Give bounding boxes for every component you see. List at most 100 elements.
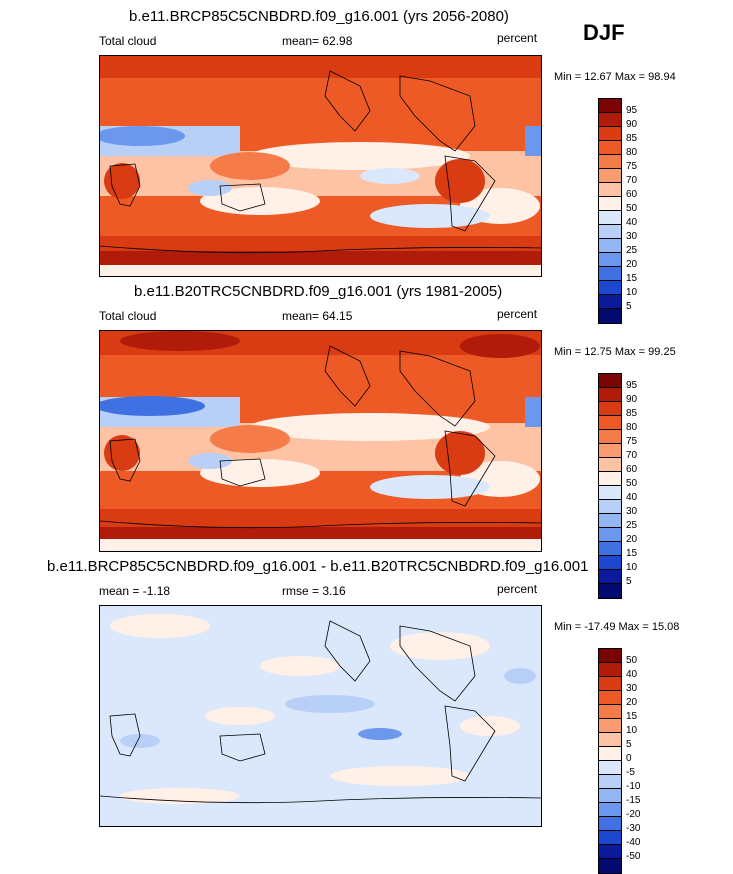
panel3-colorbar-box [599,803,621,817]
panel3-colorbar-box [599,677,621,691]
colorbar-tick-label: 25 [626,520,638,531]
panel3-colorbar-box [599,789,621,803]
panel3-title: b.e11.BRCP85C5CNBDRD.f09_g16.001 - b.e11… [47,558,589,575]
colorbar-tick-label: 90 [626,394,638,405]
colorbar-tick-label: 10 [626,562,638,573]
colorbar-tick-label: 30 [626,683,638,694]
panel2-colorbar-box [599,542,621,556]
colorbar-tick-label: 85 [626,133,638,144]
colorbar-tick-label: 70 [626,175,638,186]
panel2-variable-label: Total cloud [99,309,157,323]
panel3-rmse-label: rmse = 3.16 [282,584,346,598]
panel2-colorbar-box [599,556,621,570]
panel1-colorbar-box [599,127,621,141]
panel1-colorbar-box [599,113,621,127]
colorbar-tick-label: 25 [626,245,638,256]
colorbar-tick-label: 95 [626,380,638,391]
colorbar-tick-label: -40 [626,837,641,848]
panel1-colorbar-box [599,225,621,239]
colorbar-tick-label: 75 [626,161,638,172]
panel2-mean-label: mean= 64.15 [282,309,353,323]
colorbar-tick-label: 20 [626,259,638,270]
panel3-colorbar-box [599,705,621,719]
panel2-colorbar-box [599,416,621,430]
colorbar-tick-label: 75 [626,436,638,447]
panel3-units-label: percent [497,582,538,596]
colorbar-tick-label: 20 [626,697,638,708]
colorbar-tick-label: 60 [626,189,638,200]
panel1-colorbar-box [599,169,621,183]
colorbar-tick-label: 80 [626,422,638,433]
panel1-colorbar-box [599,309,621,323]
panel1-colorbar-box [599,281,621,295]
colorbar-tick-label: -10 [626,781,641,792]
colorbar-tick-label: 60 [626,464,638,475]
panel2-colorbar-box [599,570,621,584]
panel1-colorbar-box [599,155,621,169]
panel3-minmax: Min = -17.49 Max = 15.08 [554,621,680,633]
panel1-colorbar-box [599,197,621,211]
colorbar-tick-label: 40 [626,217,638,228]
panel2-colorbar-box [599,514,621,528]
panel2-colorbar-box [599,444,621,458]
colorbar-tick-label: 10 [626,725,638,736]
panel3-colorbar-box [599,845,621,859]
colorbar-tick-label: 15 [626,273,638,284]
panel3-colorbar-box [599,831,621,845]
panel1-colorbar-box [599,295,621,309]
colorbar-tick-label: -20 [626,809,641,820]
colorbar-tick-label: -5 [626,767,635,778]
panel2-map [99,330,542,552]
colorbar-tick-label: 85 [626,408,638,419]
colorbar-tick-label: 70 [626,450,638,461]
panel2-colorbar-box [599,430,621,444]
colorbar-tick-label: 80 [626,147,638,158]
season-label: DJF [583,20,625,45]
colorbar-tick-label: 0 [626,753,632,764]
colorbar-tick-label: 50 [626,203,638,214]
colorbar-tick-label: 40 [626,492,638,503]
panel1-colorbar-box [599,183,621,197]
colorbar-tick-label: -50 [626,851,641,862]
panel3-colorbar-box [599,859,621,873]
colorbar-tick-label: 5 [626,301,632,312]
colorbar-tick-label: 90 [626,119,638,130]
panel2-colorbar-box [599,374,621,388]
colorbar-tick-label: -15 [626,795,641,806]
panel2-colorbar [598,373,622,599]
panel3-map [99,605,542,827]
panel1-mean-label: mean= 62.98 [282,34,353,48]
panel3-colorbar-box [599,817,621,831]
panel2-colorbar-box [599,472,621,486]
panel2-colorbar-box [599,584,621,598]
panel2-colorbar-box [599,500,621,514]
panel2-colorbar-box [599,388,621,402]
panel2-colorbar-box [599,486,621,500]
panel1-colorbar-box [599,253,621,267]
colorbar-tick-label: 40 [626,669,638,680]
colorbar-tick-label: 10 [626,287,638,298]
panel2-colorbar-box [599,402,621,416]
colorbar-tick-label: 50 [626,655,638,666]
panel1-colorbar-box [599,239,621,253]
panel1-map [99,55,542,277]
panel2-colorbar-box [599,458,621,472]
panel1-colorbar-box [599,141,621,155]
panel1-colorbar-box [599,267,621,281]
panel3-colorbar-box [599,747,621,761]
colorbar-tick-label: 30 [626,506,638,517]
colorbar-tick-label: 5 [626,739,632,750]
panel3-colorbar-box [599,733,621,747]
panel1-variable-label: Total cloud [99,34,157,48]
colorbar-tick-label: 50 [626,478,638,489]
colorbar-tick-label: 30 [626,231,638,242]
panel1-colorbar-box [599,211,621,225]
colorbar-tick-label: -30 [626,823,641,834]
panel2-colorbar-box [599,528,621,542]
panel3-colorbar [598,648,622,874]
colorbar-tick-label: 20 [626,534,638,545]
panel2-units-label: percent [497,307,538,321]
panel1-colorbar [598,98,622,324]
panel3-colorbar-box [599,719,621,733]
panel3-colorbar-box [599,663,621,677]
